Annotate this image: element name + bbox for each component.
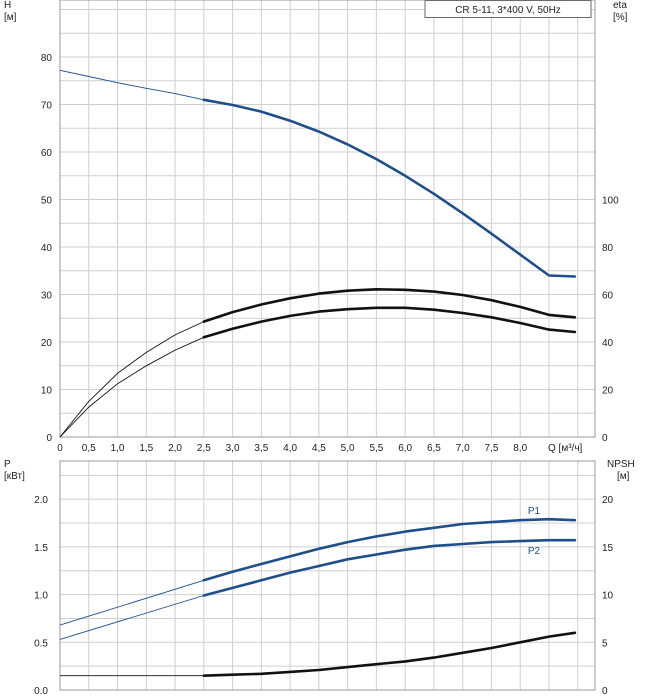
x-tick-label: 7,5 bbox=[484, 443, 498, 454]
top-right-axis-unit: [%] bbox=[613, 12, 628, 23]
eta-upper-thin-curve bbox=[59, 321, 204, 438]
eta-upper-thick-curve bbox=[202, 287, 577, 323]
p1-thin-curve bbox=[59, 579, 204, 626]
x-tick-label: 5,0 bbox=[341, 443, 355, 454]
x-axis-label: Q [м³/ч] bbox=[548, 443, 583, 454]
x-tick-label: 3,0 bbox=[226, 443, 240, 454]
h-thick-curve bbox=[202, 98, 577, 278]
bottom-left-axis-unit: [кВт] bbox=[4, 471, 25, 482]
bottom-right-tick-label: 10 bbox=[602, 591, 614, 602]
top-left-tick-label: 30 bbox=[41, 291, 53, 302]
legend-box bbox=[424, 0, 592, 18]
x-tick-label: 5,5 bbox=[369, 443, 383, 454]
top-left-tick-label: 0 bbox=[46, 433, 52, 444]
x-tick-label: 6,0 bbox=[398, 443, 412, 454]
bottom-right-axis-title: NPSH bbox=[607, 459, 635, 470]
x-tick-label: 8,0 bbox=[513, 443, 527, 454]
x-tick-label: 2,5 bbox=[197, 443, 211, 454]
top-left-axis-unit: [м] bbox=[4, 12, 17, 23]
top-right-tick-label: 100 bbox=[602, 196, 619, 207]
x-tick-label: 3,5 bbox=[254, 443, 268, 454]
top-left-tick-label: 80 bbox=[41, 53, 53, 64]
bottom-plot-frame bbox=[59, 460, 596, 691]
x-tick-label: 7,0 bbox=[456, 443, 470, 454]
x-tick-label: 4,0 bbox=[283, 443, 297, 454]
bottom-chart-grid bbox=[59, 460, 596, 691]
p1-series-label: P1 bbox=[528, 506, 541, 517]
h-thin-curve bbox=[59, 69, 204, 101]
x-tick-label: 2,0 bbox=[168, 443, 182, 454]
bottom-left-tick-label: 1.0 bbox=[34, 591, 48, 602]
p2-series-label: P2 bbox=[528, 546, 541, 557]
bottom-left-axis-title: P bbox=[4, 459, 11, 470]
bottom-left-tick-label: 0.5 bbox=[34, 638, 48, 649]
top-chart-curves bbox=[59, 69, 577, 438]
bottom-chart-curves bbox=[59, 517, 577, 678]
top-left-tick-label: 50 bbox=[41, 196, 53, 207]
top-right-axis-title: eta bbox=[613, 0, 627, 11]
x-tick-label: 6,5 bbox=[427, 443, 441, 454]
npsh-thick-curve bbox=[202, 631, 577, 678]
p2-thin-curve bbox=[59, 595, 204, 640]
bottom-left-tick-label: 0.0 bbox=[34, 686, 48, 697]
top-left-tick-label: 60 bbox=[41, 148, 53, 159]
top-right-tick-label: 0 bbox=[602, 433, 608, 444]
top-right-tick-label: 80 bbox=[602, 243, 614, 254]
x-tick-label: 4,5 bbox=[312, 443, 326, 454]
bottom-right-axis-unit: [м] bbox=[617, 471, 630, 482]
bottom-left-tick-label: 1.5 bbox=[34, 543, 48, 554]
eta-lower-thin-curve bbox=[59, 336, 204, 438]
top-right-tick-label: 60 bbox=[602, 291, 614, 302]
top-left-tick-label: 10 bbox=[41, 386, 53, 397]
x-tick-label: 1,5 bbox=[139, 443, 153, 454]
bottom-left-tick-label: 2.0 bbox=[34, 495, 48, 506]
x-tick-label: 0 bbox=[57, 443, 63, 454]
bottom-right-tick-label: 20 bbox=[602, 495, 614, 506]
chart-labels: H[м]01020304050607080eta[%]0204060801000… bbox=[4, 0, 635, 697]
x-tick-label: 1,0 bbox=[111, 443, 125, 454]
top-right-tick-label: 20 bbox=[602, 386, 614, 397]
bottom-right-tick-label: 0 bbox=[602, 686, 608, 697]
top-plot-frame bbox=[59, 0, 596, 438]
top-left-axis-title: H bbox=[4, 0, 11, 11]
legend-box-text: CR 5-11, 3*400 V, 50Hz bbox=[455, 5, 561, 16]
bottom-right-tick-label: 5 bbox=[602, 638, 608, 649]
x-tick-label: 0,5 bbox=[82, 443, 96, 454]
top-left-tick-label: 20 bbox=[41, 338, 53, 349]
bottom-right-tick-label: 15 bbox=[602, 543, 614, 554]
top-chart-grid bbox=[59, 0, 596, 438]
top-left-tick-label: 70 bbox=[41, 101, 53, 112]
p1-thick-curve bbox=[202, 517, 577, 582]
p2-thick-curve bbox=[202, 538, 577, 597]
top-right-tick-label: 40 bbox=[602, 338, 614, 349]
eta-lower-thick-curve bbox=[202, 306, 577, 339]
top-left-tick-label: 40 bbox=[41, 243, 53, 254]
